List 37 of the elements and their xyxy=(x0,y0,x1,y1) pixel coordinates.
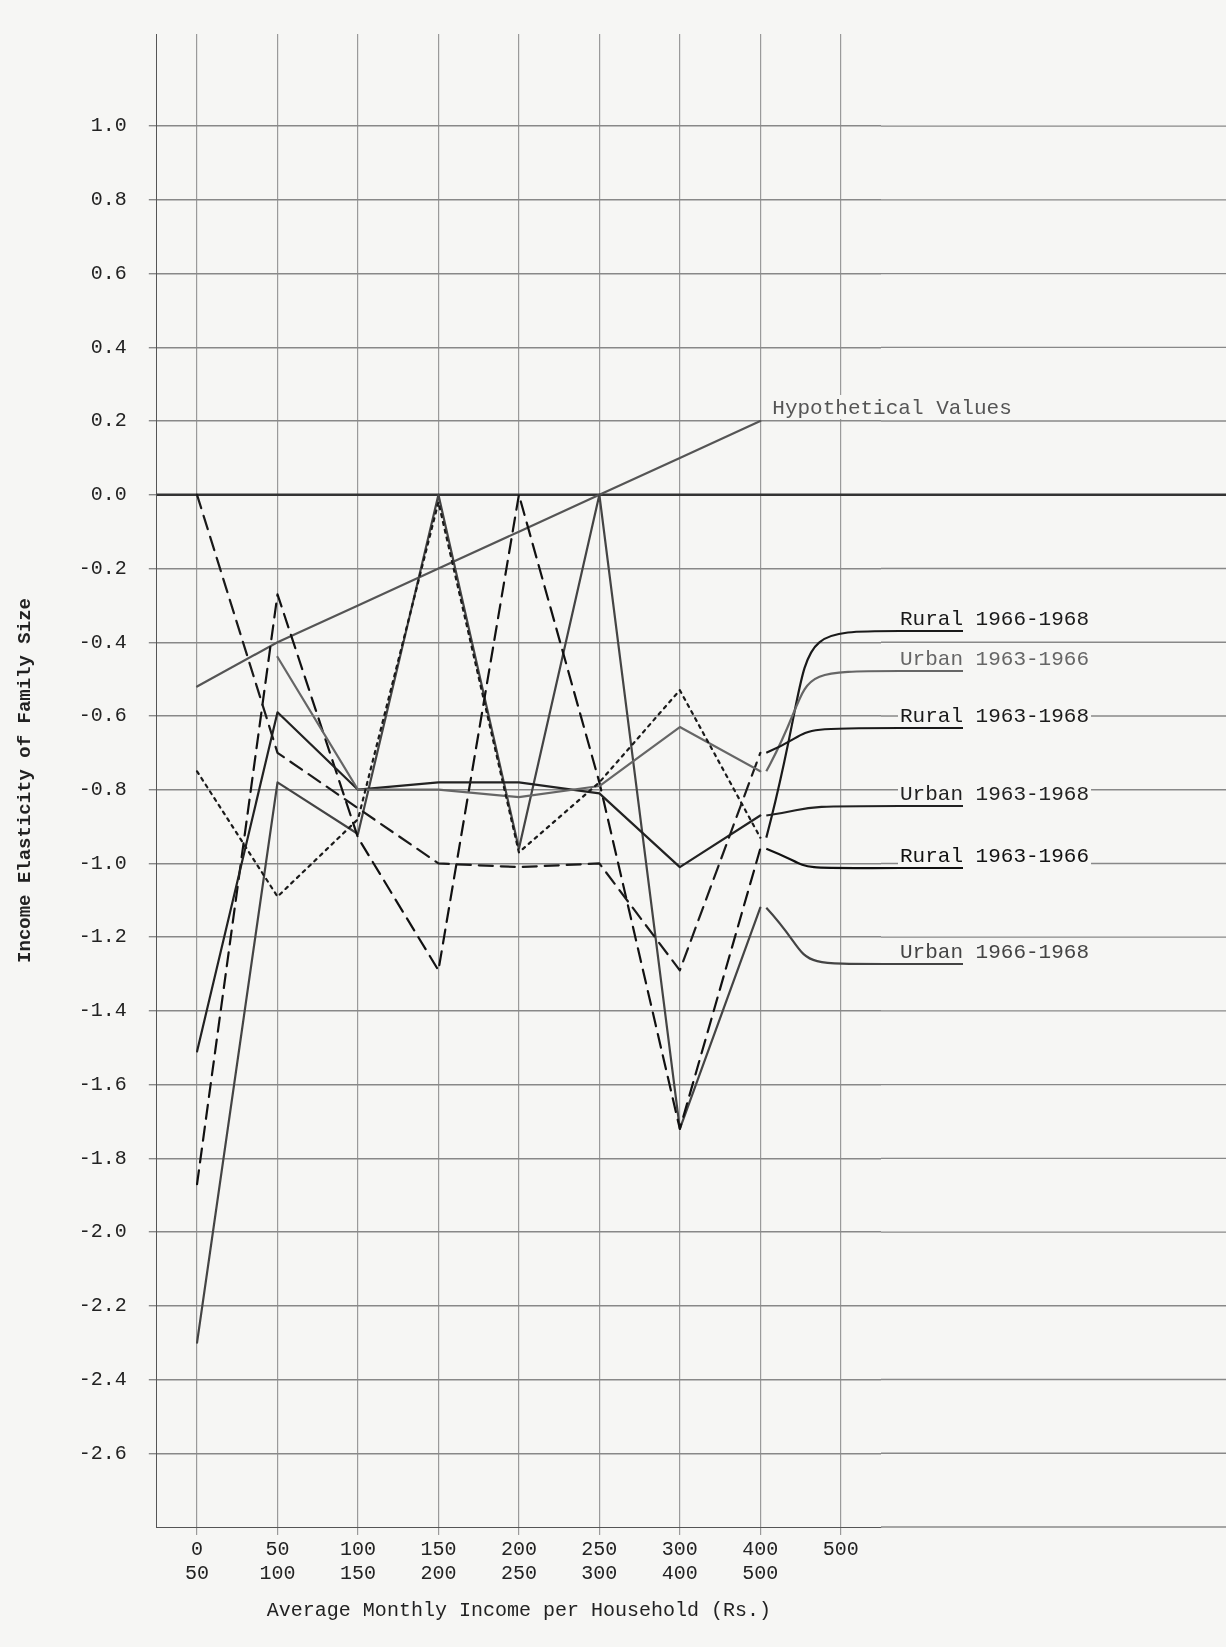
x-tick-label: 250 300 xyxy=(581,1538,618,1586)
x-tick-label: 0 50 xyxy=(185,1538,210,1586)
y-tick-label: -2.0 xyxy=(78,1220,127,1244)
x-tick-label: 300 400 xyxy=(661,1538,698,1586)
y-tick-label: -0.6 xyxy=(78,704,127,728)
y-tick-label: -1.0 xyxy=(78,851,127,875)
y-tick-label: 0.8 xyxy=(90,188,127,212)
y-axis-title: Income Elasticity of Family Size xyxy=(14,598,37,963)
text: Rural 1966-1968 xyxy=(900,608,1090,631)
x-tick-label: 50 100 xyxy=(259,1538,296,1586)
y-tick-label: -2.4 xyxy=(78,1367,127,1391)
y-tick-label: 0.4 xyxy=(90,335,127,359)
y-tick-label: -2.6 xyxy=(78,1441,127,1465)
y-tick-label: -1.4 xyxy=(78,999,127,1023)
y-tick-label: 0.2 xyxy=(90,409,127,433)
text: Urban 1963-1966 xyxy=(900,648,1090,671)
y-tick-label: -0.4 xyxy=(78,630,127,654)
y-tick-label: -2.2 xyxy=(78,1294,127,1318)
y-tick-label: -1.6 xyxy=(78,1072,127,1096)
y-tick-label: -1.8 xyxy=(78,1146,127,1170)
y-tick-label: 1.0 xyxy=(90,114,127,138)
x-axis-title: Average Monthly Income per Household (Rs.) xyxy=(266,1599,771,1623)
x-tick-label: 500 xyxy=(822,1538,859,1562)
x-tick-label: 150 200 xyxy=(420,1538,457,1586)
y-tick-label: -0.8 xyxy=(78,778,127,802)
text: Urban 1966-1968 xyxy=(900,941,1090,964)
y-tick-label: -1.2 xyxy=(78,925,127,949)
y-tick-label: -0.2 xyxy=(78,556,127,580)
y-tick-label: 0.6 xyxy=(90,261,127,285)
series-label: Hypothetical Values xyxy=(772,397,1012,421)
text: Rural 1963-1968 xyxy=(900,705,1090,728)
x-tick-label: 100 150 xyxy=(339,1538,376,1586)
y-tick-label: 0.0 xyxy=(90,483,127,507)
x-tick-label: 400 500 xyxy=(742,1538,779,1586)
text: Rural 1963-1966 xyxy=(900,845,1090,868)
text: Urban 1963-1968 xyxy=(900,783,1090,806)
x-tick-label: 200 250 xyxy=(500,1538,537,1586)
